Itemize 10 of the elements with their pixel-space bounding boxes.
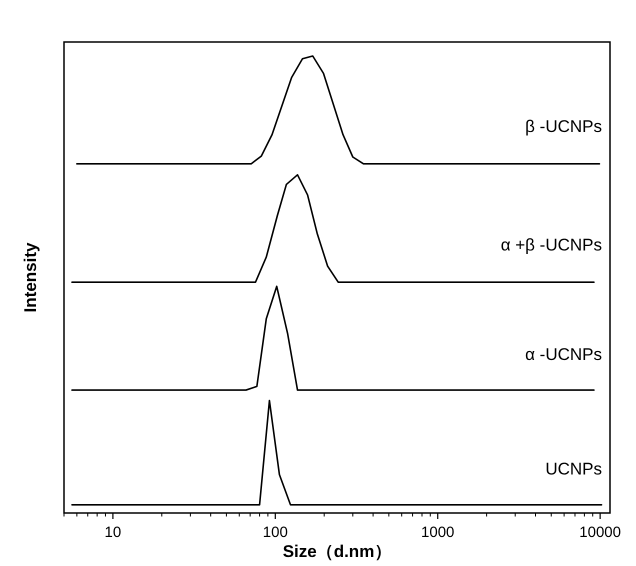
x-tick-label: 10 [104, 524, 122, 541]
y-axis-title: Intensity [21, 242, 40, 312]
series-label: UCNPs [545, 459, 602, 478]
series-label: α -UCNPs [525, 344, 602, 364]
x-axis-title: Size（d.nm） [282, 542, 392, 561]
x-tick-label: 10000 [579, 524, 621, 541]
x-tick-label: 100 [262, 524, 288, 541]
series-label: β -UCNPs [525, 117, 602, 136]
x-tick-label: 1000 [421, 524, 454, 541]
series-label: α +β -UCNPs [500, 236, 602, 255]
